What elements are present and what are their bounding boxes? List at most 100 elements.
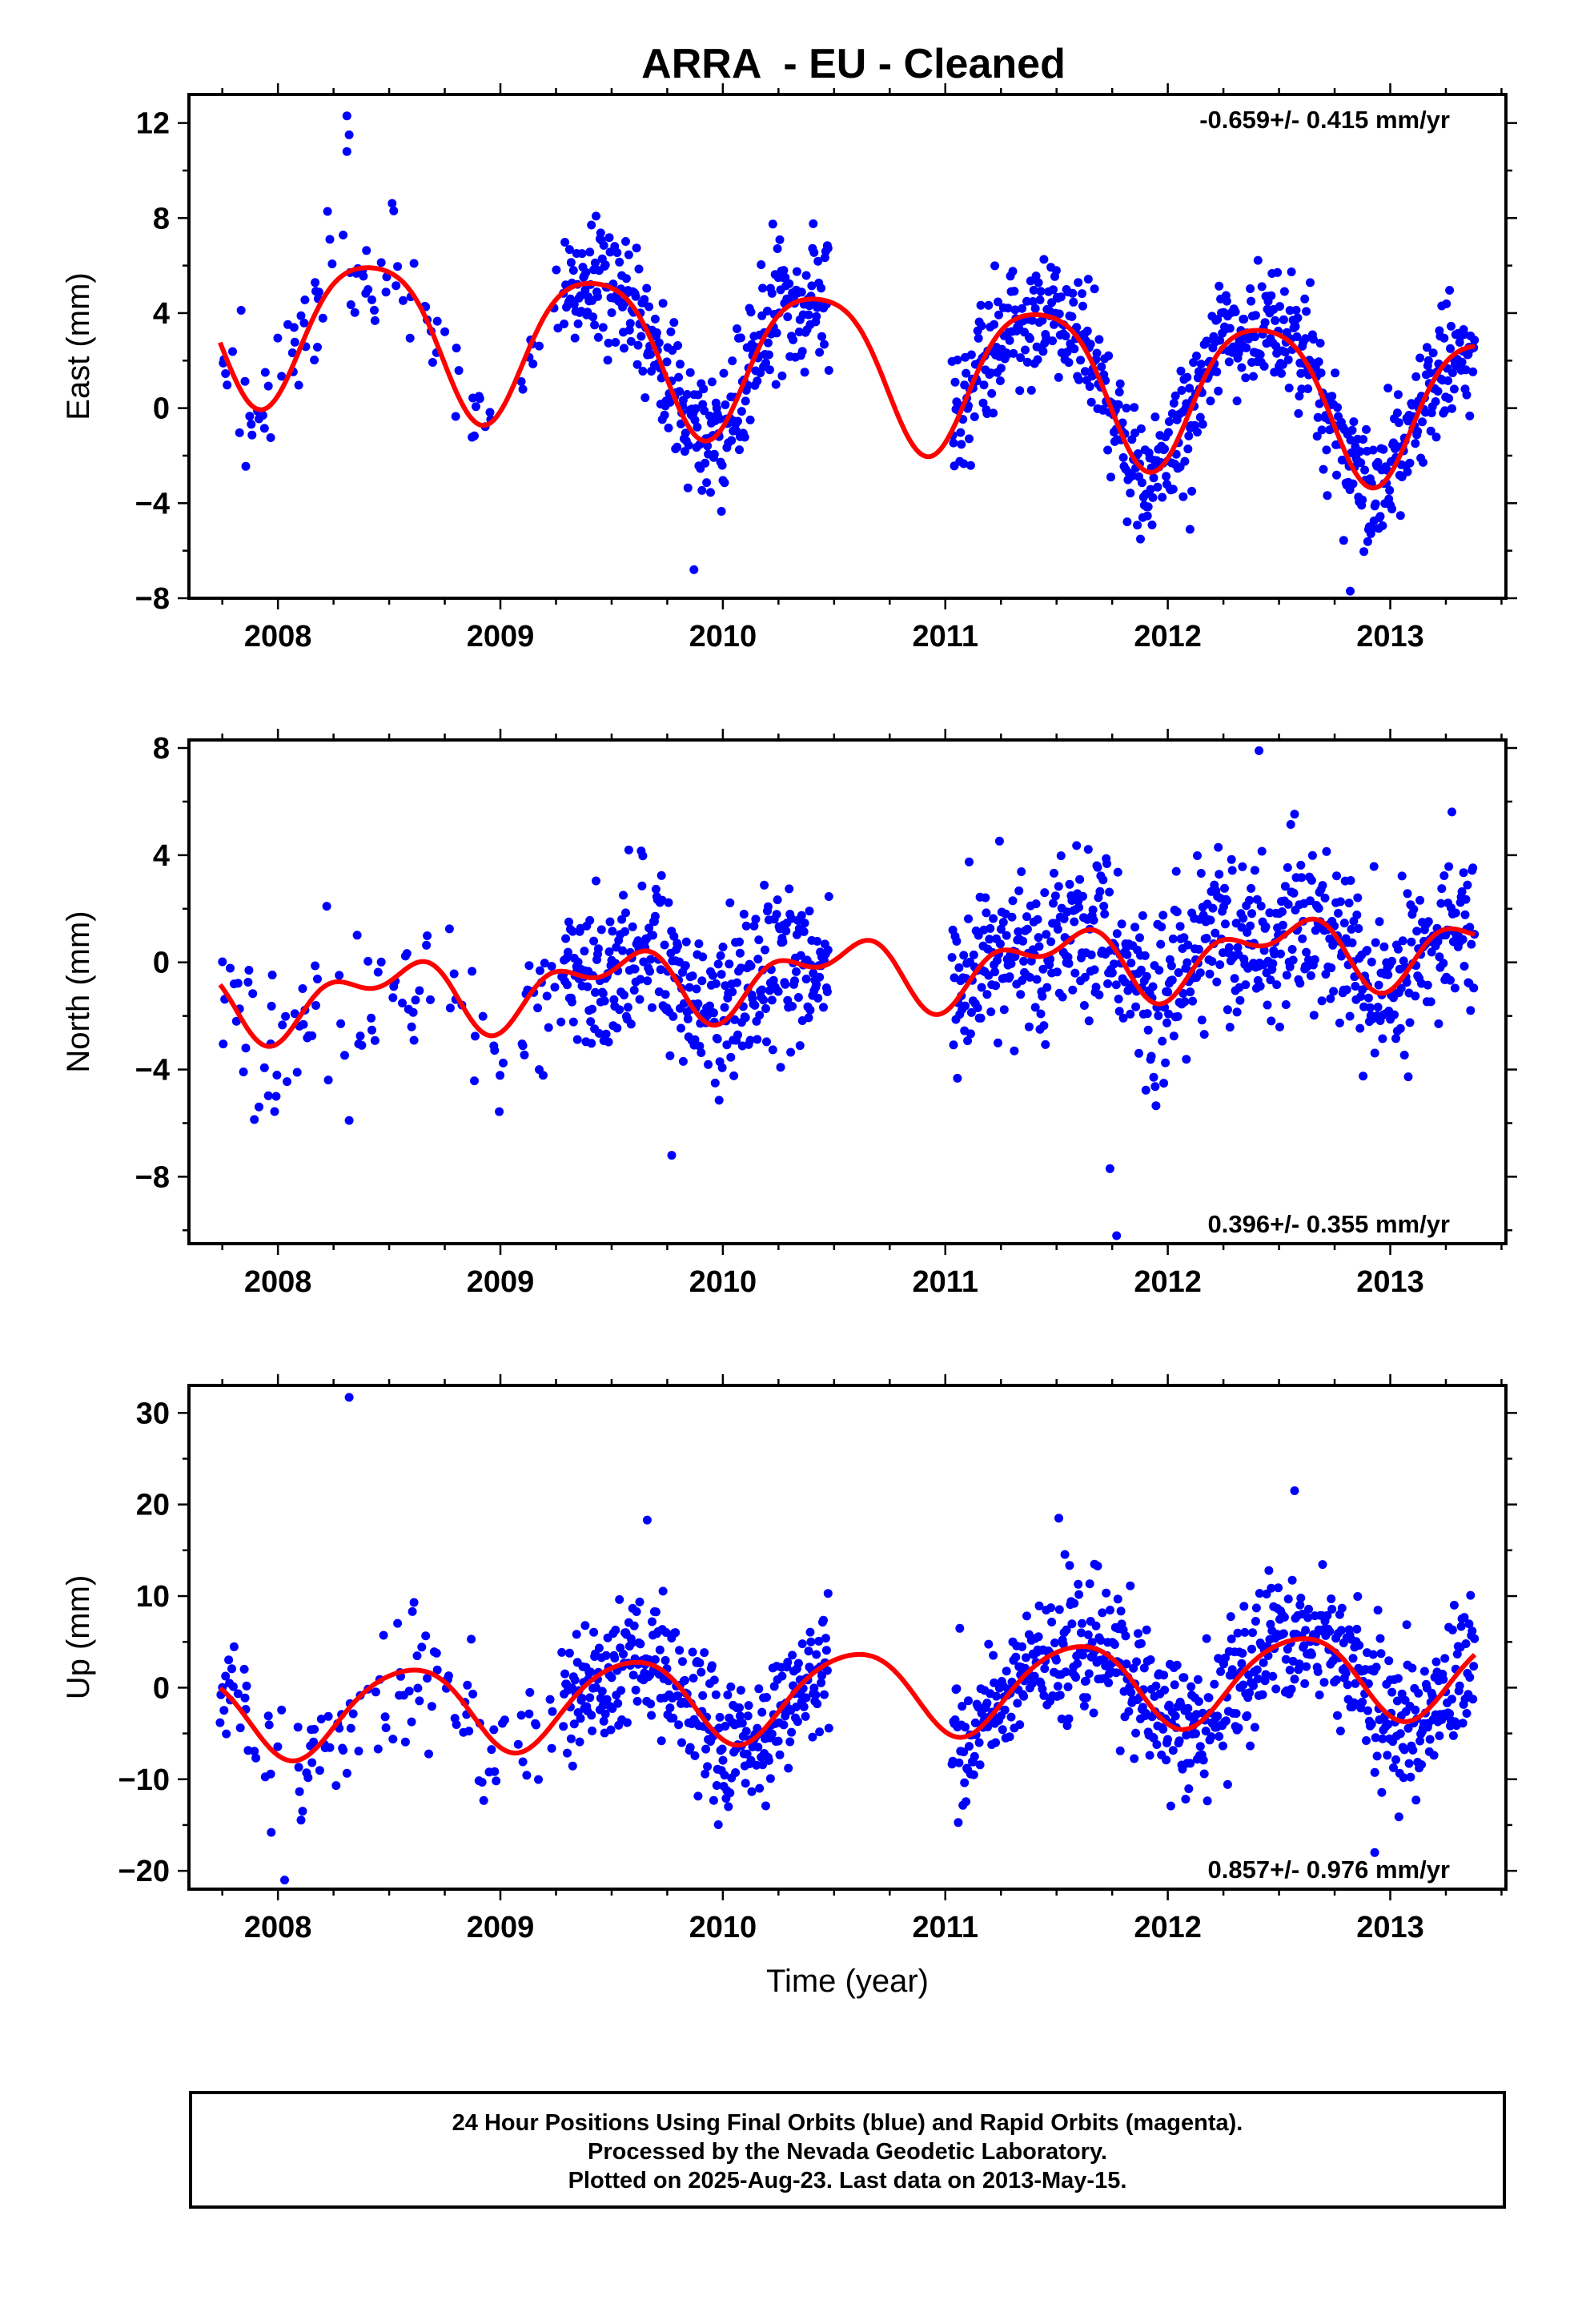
- data-point: [1042, 930, 1051, 939]
- data-point: [1080, 972, 1090, 982]
- data-point: [646, 955, 656, 964]
- data-point: [400, 1737, 410, 1747]
- data-point: [717, 1063, 727, 1072]
- data-point: [1226, 1612, 1235, 1622]
- data-point: [1146, 1655, 1155, 1664]
- data-point: [399, 296, 408, 305]
- data-point: [976, 1013, 986, 1023]
- data-point: [661, 990, 670, 999]
- data-point: [1071, 1673, 1081, 1682]
- data-point: [701, 1744, 711, 1754]
- data-point: [763, 306, 772, 316]
- data-point: [1255, 981, 1265, 991]
- data-point: [1224, 943, 1234, 952]
- data-point: [1253, 255, 1263, 265]
- data-point: [979, 380, 989, 390]
- data-point: [1116, 1606, 1126, 1616]
- data-point: [1005, 972, 1014, 982]
- data-point: [1451, 908, 1460, 918]
- data-point: [1084, 1016, 1094, 1026]
- data-point: [567, 997, 576, 1007]
- data-point: [761, 358, 770, 368]
- data-point: [1049, 285, 1058, 295]
- data-point: [1443, 376, 1453, 385]
- x-tick-label: 2010: [689, 1911, 757, 1944]
- data-point: [363, 956, 373, 966]
- data-point: [1447, 368, 1457, 377]
- data-point: [271, 1092, 281, 1101]
- data-point: [1102, 859, 1112, 868]
- data-point: [1169, 399, 1178, 408]
- data-point: [779, 266, 789, 275]
- data-point: [716, 951, 725, 960]
- data-point: [621, 274, 631, 283]
- data-point: [1367, 957, 1376, 967]
- data-point: [409, 259, 419, 268]
- data-point: [1221, 1716, 1231, 1726]
- data-point: [1104, 1678, 1114, 1687]
- data-point: [1159, 1671, 1169, 1680]
- data-point: [630, 964, 640, 974]
- data-point: [1161, 1058, 1170, 1068]
- data-point: [666, 327, 676, 336]
- data-point: [697, 1048, 706, 1057]
- data-point: [1168, 934, 1178, 943]
- data-point: [1278, 907, 1287, 916]
- data-point: [379, 1630, 388, 1640]
- data-point: [1146, 1051, 1156, 1061]
- data-point: [463, 1680, 472, 1690]
- data-point: [363, 285, 373, 294]
- data-point: [1223, 1005, 1232, 1015]
- data-point: [427, 1702, 436, 1711]
- data-point: [656, 965, 665, 975]
- data-point: [1285, 1665, 1295, 1675]
- data-point: [673, 1691, 683, 1701]
- data-point: [1174, 968, 1183, 977]
- data-point: [1278, 920, 1287, 930]
- data-point: [591, 258, 600, 267]
- data-point: [1115, 379, 1125, 388]
- data-point: [640, 393, 650, 403]
- footer-box: 24 Hour Positions Using Final Orbits (bl…: [189, 2091, 1506, 2209]
- data-point: [335, 971, 344, 980]
- data-point: [393, 1618, 403, 1628]
- data-point: [1102, 1588, 1111, 1598]
- data-point: [290, 1009, 299, 1019]
- data-point: [954, 963, 964, 972]
- data-point: [1082, 326, 1092, 336]
- data-point: [1185, 384, 1195, 393]
- data-point: [676, 360, 685, 369]
- data-point: [323, 207, 332, 216]
- data-point: [953, 356, 962, 364]
- y-tick-label: −8: [135, 582, 170, 616]
- data-point: [720, 1771, 729, 1780]
- data-point: [1129, 1663, 1138, 1673]
- data-point: [585, 247, 595, 257]
- data-point: [1371, 1733, 1380, 1743]
- data-point: [1375, 512, 1385, 521]
- data-point: [974, 931, 983, 940]
- data-point: [1078, 1651, 1087, 1660]
- data-point: [783, 995, 793, 1005]
- data-point: [1030, 1003, 1040, 1012]
- data-point: [313, 975, 322, 983]
- data-point: [1434, 1019, 1443, 1028]
- data-point: [745, 415, 755, 424]
- data-point: [1210, 1679, 1219, 1689]
- data-point: [1141, 1085, 1150, 1095]
- data-point: [1411, 439, 1420, 448]
- data-point: [986, 923, 995, 933]
- data-point: [1403, 467, 1412, 476]
- data-point: [1272, 980, 1282, 990]
- y-axis-label: North (mm): [61, 911, 96, 1072]
- data-point: [1182, 372, 1192, 382]
- data-point: [1051, 1655, 1061, 1665]
- data-point: [699, 384, 709, 394]
- data-point: [793, 993, 803, 1002]
- data-point: [977, 983, 986, 992]
- data-point: [1050, 1638, 1059, 1647]
- data-point: [1252, 895, 1262, 904]
